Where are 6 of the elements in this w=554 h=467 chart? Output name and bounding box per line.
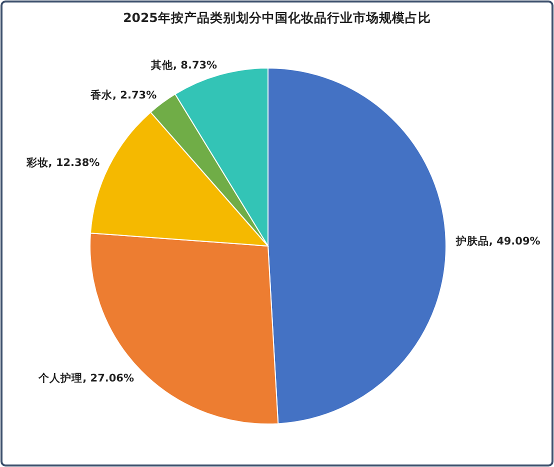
chart-title: 2025年按产品类别划分中国化妆品行业市场规模占比: [123, 10, 431, 25]
slice-label: 其他, 8.73%: [150, 58, 218, 72]
slice-label: 彩妆, 12.38%: [25, 156, 100, 169]
slice-label: 个人护理, 27.06%: [38, 372, 134, 385]
slice-label: 香水, 2.73%: [90, 88, 158, 102]
slice-label: 护肤品, 49.09%: [454, 234, 541, 248]
